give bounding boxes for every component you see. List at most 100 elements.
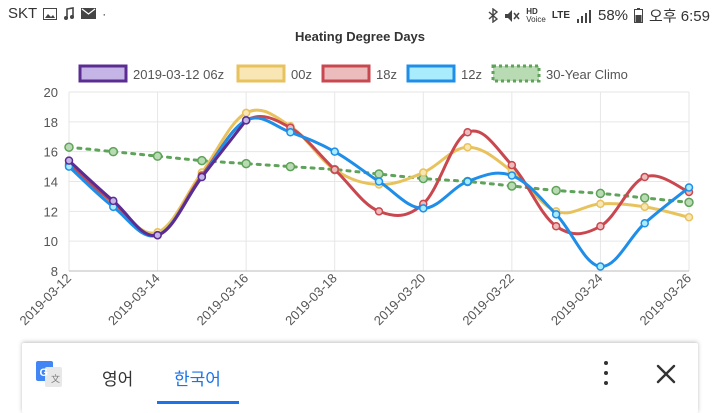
series-2019-03-12-06z — [64, 116, 251, 240]
legend-label: 2019-03-12 06z — [133, 67, 224, 82]
mute-icon — [505, 9, 520, 22]
legend-label: 30-Year Climo — [546, 67, 628, 82]
data-point — [596, 199, 605, 209]
data-point — [109, 196, 118, 206]
data-point — [286, 128, 295, 137]
series-30-year-climo — [64, 142, 694, 208]
legend-item: 12z — [406, 64, 482, 83]
data-point — [463, 128, 472, 137]
legend-label: 12z — [461, 67, 482, 82]
legend-swatch — [491, 64, 541, 83]
data-point — [197, 155, 207, 166]
series-line — [67, 145, 691, 204]
carrier-label: SKT — [8, 5, 38, 22]
signal-icon — [577, 9, 591, 23]
tab-target-language[interactable]: 한국어 — [174, 370, 221, 389]
active-tab-indicator — [157, 401, 239, 404]
music-note-icon — [64, 6, 75, 20]
x-tick-label: 2019-03-18 — [282, 271, 340, 329]
mail-icon — [81, 8, 97, 19]
legend-swatch — [78, 64, 128, 83]
data-point — [595, 188, 606, 199]
svg-text:G: G — [40, 367, 49, 379]
y-tick-label: 12 — [44, 204, 58, 219]
x-tick-label: 2019-03-24 — [548, 271, 606, 329]
data-point — [64, 156, 74, 165]
data-point — [507, 181, 517, 191]
y-tick-label: 20 — [44, 85, 58, 100]
hd-voice-icon: HD Voice — [526, 6, 546, 24]
data-point — [241, 158, 251, 169]
data-point — [640, 202, 649, 212]
translate-bar: G 文 영어 한국어 — [22, 343, 698, 413]
svg-text:文: 文 — [51, 373, 60, 385]
hd-label: HD — [526, 6, 538, 16]
x-tick-label: 2019-03-20 — [371, 271, 429, 329]
y-tick-label: 18 — [44, 115, 58, 130]
data-point — [507, 171, 517, 180]
battery-icon — [634, 8, 644, 23]
data-point — [197, 172, 207, 182]
data-point — [64, 142, 74, 152]
y-axis: 8 10 12 14 16 18 20 — [44, 85, 58, 279]
legend-item: 30-Year Climo — [491, 64, 628, 83]
google-translate-icon[interactable]: G 文 — [36, 361, 62, 387]
close-icon[interactable] — [653, 361, 679, 387]
x-tick-label: 2019-03-16 — [194, 271, 252, 329]
y-tick-label: 8 — [51, 264, 58, 279]
data-point — [153, 230, 162, 240]
x-axis: 2019-03-12 2019-03-14 2019-03-16 2019-03-18… — [16, 271, 694, 329]
y-tick-label: 14 — [44, 175, 58, 190]
data-point — [241, 116, 251, 125]
bluetooth-icon — [488, 8, 499, 23]
chart-series — [64, 108, 694, 271]
legend-label: 00z — [291, 67, 312, 82]
data-point — [639, 193, 650, 203]
chart-title: Heating Degree Days — [294, 29, 426, 44]
data-point — [330, 165, 339, 174]
legend-swatch — [406, 64, 456, 83]
data-point — [551, 222, 561, 231]
data-point — [507, 160, 517, 170]
clock: 오후 6:59 — [649, 8, 710, 25]
image-icon — [43, 7, 58, 20]
data-point — [330, 147, 339, 156]
data-point — [684, 213, 694, 222]
legend-swatch — [236, 64, 286, 83]
y-tick-label: 10 — [44, 234, 58, 249]
status-bar: SKT · HD Voice LTE 58% 오후 6:59 — [0, 0, 720, 28]
data-point — [241, 108, 251, 118]
x-tick-label: 2019-03-22 — [459, 271, 517, 329]
chart-legend: 2019-03-12 06z 00z 18z 12z 30-Year Climo — [78, 64, 628, 83]
data-point — [684, 183, 694, 192]
legend-label: 18z — [376, 67, 397, 82]
data-point — [419, 204, 428, 213]
data-point — [152, 151, 163, 161]
y-tick-label: 16 — [44, 145, 58, 160]
data-point — [551, 210, 561, 219]
tab-source-language[interactable]: 영어 — [102, 370, 134, 389]
data-point — [551, 185, 561, 196]
more-vert-icon[interactable] — [595, 361, 617, 385]
data-point — [640, 219, 649, 228]
dot-icon: · — [102, 6, 107, 21]
legend-item: 00z — [236, 64, 312, 83]
data-point — [596, 222, 605, 231]
line-chart: 2019-03-12 06z 00z 18z 12z 30-Year Climo 8 10… — [16, 64, 694, 329]
legend-item: 2019-03-12 06z — [78, 64, 224, 83]
battery-percent: 58% — [598, 7, 629, 24]
data-point — [640, 172, 649, 182]
data-point — [374, 207, 384, 216]
network-type: LTE — [551, 9, 570, 21]
data-point — [684, 197, 694, 208]
data-point — [108, 146, 119, 157]
legend-item: 18z — [321, 64, 397, 83]
data-point — [374, 177, 384, 186]
data-point — [419, 168, 428, 177]
data-point — [374, 169, 384, 179]
x-tick-label: 2019-03-14 — [105, 271, 163, 329]
data-point — [463, 142, 472, 152]
legend-swatch — [321, 64, 371, 83]
data-point — [596, 262, 605, 271]
x-tick-label: 2019-03-26 — [636, 271, 694, 329]
